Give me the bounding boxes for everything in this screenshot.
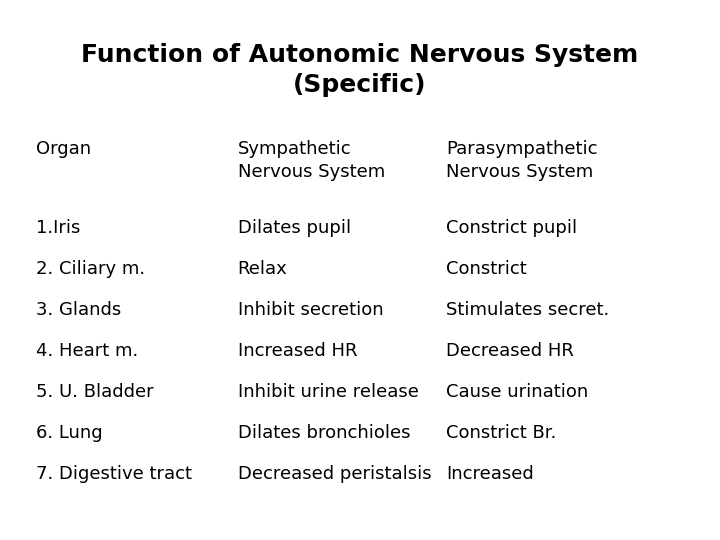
- Text: Relax: Relax: [238, 260, 287, 278]
- Text: 3. Glands: 3. Glands: [36, 301, 121, 319]
- Text: Constrict pupil: Constrict pupil: [446, 219, 577, 237]
- Text: Inhibit urine release: Inhibit urine release: [238, 383, 418, 401]
- Text: Dilates bronchioles: Dilates bronchioles: [238, 424, 410, 442]
- Text: 6. Lung: 6. Lung: [36, 424, 103, 442]
- Text: 2. Ciliary m.: 2. Ciliary m.: [36, 260, 145, 278]
- Text: Sympathetic
Nervous System: Sympathetic Nervous System: [238, 140, 385, 180]
- Text: Organ: Organ: [36, 140, 91, 158]
- Text: 5. U. Bladder: 5. U. Bladder: [36, 383, 153, 401]
- Text: 1.Iris: 1.Iris: [36, 219, 81, 237]
- Text: Inhibit secretion: Inhibit secretion: [238, 301, 383, 319]
- Text: Constrict Br.: Constrict Br.: [446, 424, 557, 442]
- Text: Dilates pupil: Dilates pupil: [238, 219, 351, 237]
- Text: Constrict: Constrict: [446, 260, 527, 278]
- Text: Decreased peristalsis: Decreased peristalsis: [238, 465, 431, 483]
- Text: 4. Heart m.: 4. Heart m.: [36, 342, 138, 360]
- Text: Stimulates secret.: Stimulates secret.: [446, 301, 610, 319]
- Text: Function of Autonomic Nervous System
(Specific): Function of Autonomic Nervous System (Sp…: [81, 43, 639, 97]
- Text: Decreased HR: Decreased HR: [446, 342, 575, 360]
- Text: Increased HR: Increased HR: [238, 342, 357, 360]
- Text: 7. Digestive tract: 7. Digestive tract: [36, 465, 192, 483]
- Text: Parasympathetic
Nervous System: Parasympathetic Nervous System: [446, 140, 598, 180]
- Text: Increased: Increased: [446, 465, 534, 483]
- Text: Cause urination: Cause urination: [446, 383, 589, 401]
